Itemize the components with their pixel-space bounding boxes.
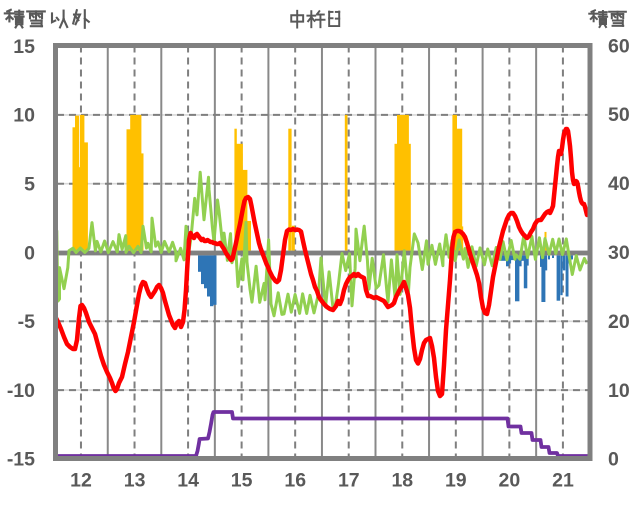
svg-text:15: 15 xyxy=(13,36,35,58)
svg-text:50: 50 xyxy=(608,104,630,126)
svg-text:20: 20 xyxy=(499,470,521,492)
svg-text:30: 30 xyxy=(608,242,630,264)
svg-text:19: 19 xyxy=(445,470,467,492)
svg-text:14: 14 xyxy=(177,470,199,492)
svg-text:60: 60 xyxy=(608,35,630,57)
svg-text:10: 10 xyxy=(13,105,35,127)
svg-text:40: 40 xyxy=(608,173,630,195)
svg-text:21: 21 xyxy=(552,470,574,492)
svg-text:-15: -15 xyxy=(7,449,35,471)
svg-text:20: 20 xyxy=(608,311,630,333)
svg-text:16: 16 xyxy=(284,470,306,492)
svg-text:0: 0 xyxy=(24,242,35,264)
svg-text:18: 18 xyxy=(391,470,413,492)
svg-text:10: 10 xyxy=(608,380,630,402)
svg-text:5: 5 xyxy=(24,174,35,196)
svg-text:17: 17 xyxy=(338,470,360,492)
svg-text:-5: -5 xyxy=(18,311,35,333)
svg-text:0: 0 xyxy=(608,449,619,471)
svg-text:12: 12 xyxy=(70,470,92,492)
svg-text:15: 15 xyxy=(231,470,253,492)
svg-text:-10: -10 xyxy=(7,380,35,402)
svg-text:13: 13 xyxy=(124,470,146,492)
